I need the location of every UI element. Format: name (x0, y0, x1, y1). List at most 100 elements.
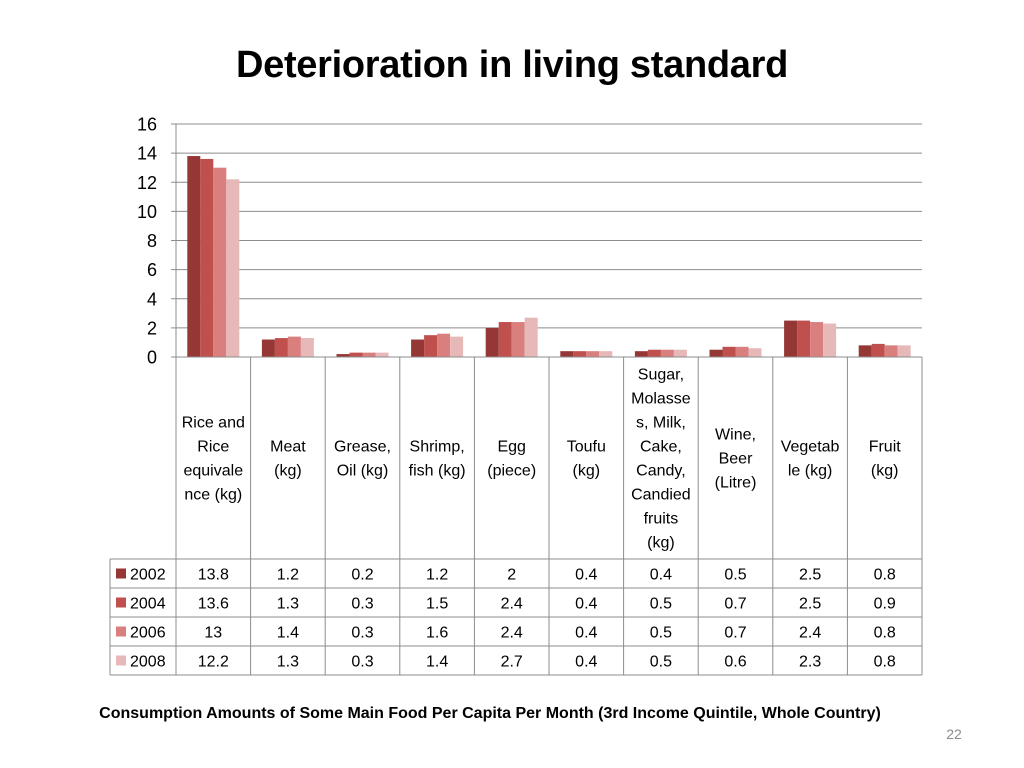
bar (213, 167, 227, 357)
bar (884, 345, 898, 357)
data-label: 2.7 (501, 654, 523, 671)
category-label: Oil (kg) (337, 462, 389, 479)
category-label: Fruit (869, 438, 902, 455)
category-label: Shrimp, (410, 438, 465, 455)
data-label: 0.4 (650, 567, 672, 584)
category-label: Toufu (567, 438, 606, 455)
category-label: Beer (719, 450, 753, 467)
bar (349, 352, 363, 357)
bar (362, 352, 376, 357)
bar (261, 339, 275, 357)
legend-label: 2004 (130, 596, 166, 613)
data-label: 1.3 (277, 654, 299, 671)
y-tick-label: 12 (137, 173, 157, 193)
category-label: (Litre) (715, 474, 757, 491)
data-label: 0.7 (724, 625, 746, 642)
y-tick-label: 14 (137, 144, 157, 164)
bar (634, 351, 648, 357)
y-tick-label: 10 (137, 202, 157, 222)
category-label: (kg) (573, 462, 601, 479)
bar (673, 349, 687, 357)
category-label: (kg) (871, 462, 899, 479)
data-label: 1.2 (426, 567, 448, 584)
category-label: Candy, (636, 462, 686, 479)
data-label: 0.5 (650, 625, 672, 642)
data-label: 1.4 (426, 654, 448, 671)
bar (524, 317, 538, 357)
y-tick-label: 4 (147, 289, 157, 309)
data-label: 2.4 (501, 596, 523, 613)
data-label: 0.9 (874, 596, 896, 613)
bar (810, 322, 824, 357)
bar (437, 333, 451, 357)
data-label: 0.3 (351, 625, 373, 642)
bar (660, 349, 674, 357)
axes: 0 2 4 6 8 10 12 14 16 (137, 115, 177, 368)
data-table: Rice and Rice equivale nce (kg) Meat (kg) Grea… (109, 356, 923, 676)
category-label: equivale (183, 462, 243, 479)
data-label: 0.5 (650, 654, 672, 671)
y-tick-label: 8 (147, 231, 157, 251)
page-number: 22 (946, 726, 962, 742)
bar (485, 327, 499, 357)
data-label: 0.4 (575, 596, 597, 613)
bar-chart: 0 2 4 6 8 10 12 14 16 Rice and Rice equivale nce (k… (109, 115, 923, 676)
bar (226, 179, 240, 357)
category-label: Cake, (640, 438, 682, 455)
category-label: Rice (197, 438, 229, 455)
bar (336, 354, 350, 357)
data-label: 0.4 (575, 654, 597, 671)
bar (897, 345, 911, 357)
data-label: 0.3 (351, 654, 373, 671)
data-label: 1.4 (277, 625, 299, 642)
y-tick-label: 6 (147, 260, 157, 280)
bar (411, 339, 425, 357)
data-label: 1.2 (277, 567, 299, 584)
bar (709, 349, 723, 357)
slide-title: Deterioration in living standard (235, 44, 789, 86)
bar (300, 338, 314, 357)
y-tick-label: 0 (147, 348, 157, 368)
category-label: fruits (644, 510, 679, 527)
legend-label: 2008 (130, 654, 166, 671)
data-label: 1.6 (426, 625, 448, 642)
category-label: nce (kg) (184, 486, 242, 503)
y-tick-label: 16 (137, 115, 157, 135)
data-label: 0.7 (724, 596, 746, 613)
bar (735, 346, 749, 357)
bar (858, 345, 872, 357)
category-label: Vegetab (781, 438, 840, 455)
bar (823, 323, 837, 357)
bars (187, 156, 911, 357)
bar (511, 322, 525, 357)
legend-key (116, 626, 126, 637)
category-label: s, Milk, (636, 414, 686, 431)
bar (424, 335, 438, 357)
data-label: 2.5 (799, 567, 821, 584)
category-label: (piece) (487, 462, 536, 479)
category-label: Sugar, (638, 366, 684, 383)
data-label: 0.6 (724, 654, 746, 671)
category-label: Rice and (182, 414, 245, 431)
category-label: Candied (631, 486, 691, 503)
bar (797, 320, 811, 357)
bar (573, 351, 587, 357)
data-label: 0.3 (351, 596, 373, 613)
bar (599, 351, 613, 357)
data-label: 0.5 (724, 567, 746, 584)
y-tick-label: 2 (147, 318, 157, 338)
data-label: 13 (204, 625, 222, 642)
bar (748, 348, 762, 357)
category-label: Meat (270, 438, 306, 455)
data-label: 0.4 (575, 567, 597, 584)
data-label: 0.8 (874, 567, 896, 584)
category-label: le (kg) (788, 462, 832, 479)
legend-key (116, 655, 126, 666)
data-label: 2.4 (501, 625, 523, 642)
category-label: (kg) (274, 462, 302, 479)
category-label: Wine, (715, 426, 756, 443)
bar (784, 320, 798, 357)
data-label: 0.2 (351, 567, 373, 584)
gridlines (176, 123, 922, 329)
bar (498, 322, 512, 357)
